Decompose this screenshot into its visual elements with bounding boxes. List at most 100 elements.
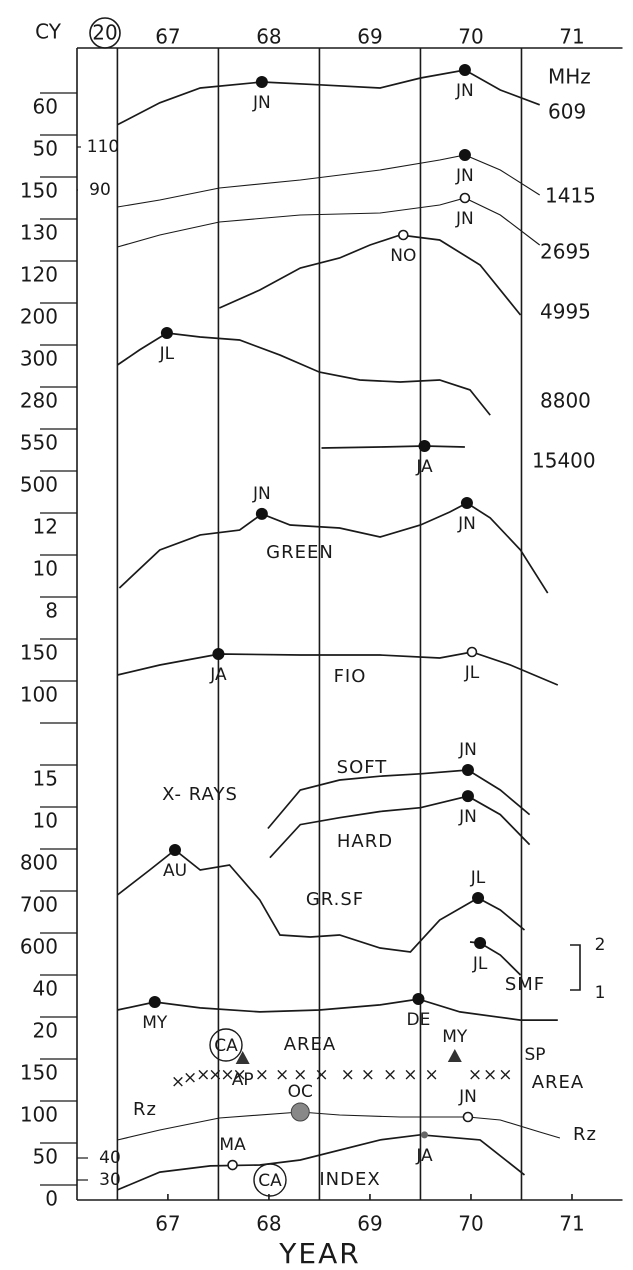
marker-label: JN [455,81,474,101]
circle-outline [209,1028,243,1062]
left-label: 20 [33,1019,58,1043]
trace-name: SOFT [337,757,388,778]
marker-label: NO [390,246,416,266]
annotation: X- RAYS [162,784,238,805]
marker [412,993,425,1006]
annotation: AREA [532,1072,585,1093]
left-label: 550 [20,431,58,455]
x-tick-label: 71 [559,25,584,49]
circled-label: CA [214,1036,238,1056]
left-label: 0 [45,1187,58,1211]
left-label: 700 [20,893,58,917]
marker-label: JA [415,457,433,477]
marker-label: AU [163,861,187,881]
trace-line [117,197,541,248]
left-label: 500 [20,473,58,497]
left-label: 10 [33,557,58,581]
trace-name: Rz [573,1124,597,1145]
marker [474,936,487,949]
trace-name: 1415 [545,184,596,208]
x-tick-label: 67 [155,1212,180,1236]
trace-name: 2695 [540,240,591,264]
left-label: 100 [20,683,58,707]
trace-name: 609 [548,100,586,124]
left-label: 150 [20,641,58,665]
area-cross: × [314,1065,328,1085]
marker [418,440,431,452]
left-label: 10 [33,809,58,833]
marker-label: JL [470,868,486,888]
marker-label: JN [457,514,476,534]
area-cross: × [383,1065,397,1085]
trace-name: INDEX [319,1169,380,1190]
marker-label: DE [407,1010,431,1030]
marker-label: JN [458,1087,477,1107]
marker [148,996,161,1008]
marker [472,891,485,904]
trace-name: AREA [284,1034,337,1055]
marker [255,76,268,88]
x-tick-label: 68 [256,25,281,49]
left-label: 100 [20,1103,58,1127]
trace-line [117,1133,526,1191]
area-cross: × [233,1065,247,1085]
x-tick-label: 68 [256,1212,281,1236]
marker [460,496,473,509]
left-label: 150 [20,179,58,203]
marker-label: JN [455,209,474,229]
trace-line [269,795,531,859]
trace-name: Rz [133,1099,157,1120]
left-label: 800 [20,851,58,875]
left-label: 12 [33,515,58,539]
inner-label: 40 [99,1148,121,1168]
inner-label: 30 [99,1170,121,1190]
marker [458,64,471,76]
marker-label: JA [209,665,227,685]
x-tick-label: 70 [458,1212,483,1236]
area-cross: × [255,1065,269,1085]
marker [290,1102,310,1122]
marker-label: JN [458,740,477,760]
left-label: 130 [20,221,58,245]
marker-label: MY [142,1013,168,1033]
trace-line [117,69,540,126]
trace-name: SMF [505,974,545,995]
trace-line [118,502,549,594]
x-tick-label: 71 [559,1212,584,1236]
marker [462,1111,474,1123]
marker-label: JN [458,807,477,827]
area-cross: × [468,1065,482,1085]
left-label: 300 [20,347,58,371]
trace-name: GREEN [266,542,334,563]
x-tick-label: 70 [458,25,483,49]
marker [447,1049,462,1062]
marker-label: JL [464,663,480,683]
marker [466,646,478,658]
trace-line [117,154,540,208]
marker [235,1051,250,1065]
trace-name: 8800 [540,389,591,413]
area-cross: × [424,1065,438,1085]
trace-name: GR.SF [306,889,364,910]
trace-line [219,234,522,316]
marker [168,843,181,856]
left-label: 280 [20,389,58,413]
marker [459,192,471,204]
trace-line [116,848,526,953]
cycle-label: CY [35,20,62,44]
smf-bracket [570,944,581,991]
marker [461,790,474,803]
left-label: 8 [45,599,58,623]
marker [421,1131,429,1139]
left-label: 60 [33,95,58,119]
annotation: SP [524,1045,545,1065]
area-cross: × [275,1065,289,1085]
trace-name: 4995 [540,300,591,324]
left-label: 50 [33,137,58,161]
area-cross: × [208,1065,222,1085]
marker-label: JL [472,954,488,974]
trace-line [321,445,465,449]
area-cross: × [171,1072,185,1092]
trace-line [117,1111,561,1141]
left-label: 50 [33,1145,58,1169]
